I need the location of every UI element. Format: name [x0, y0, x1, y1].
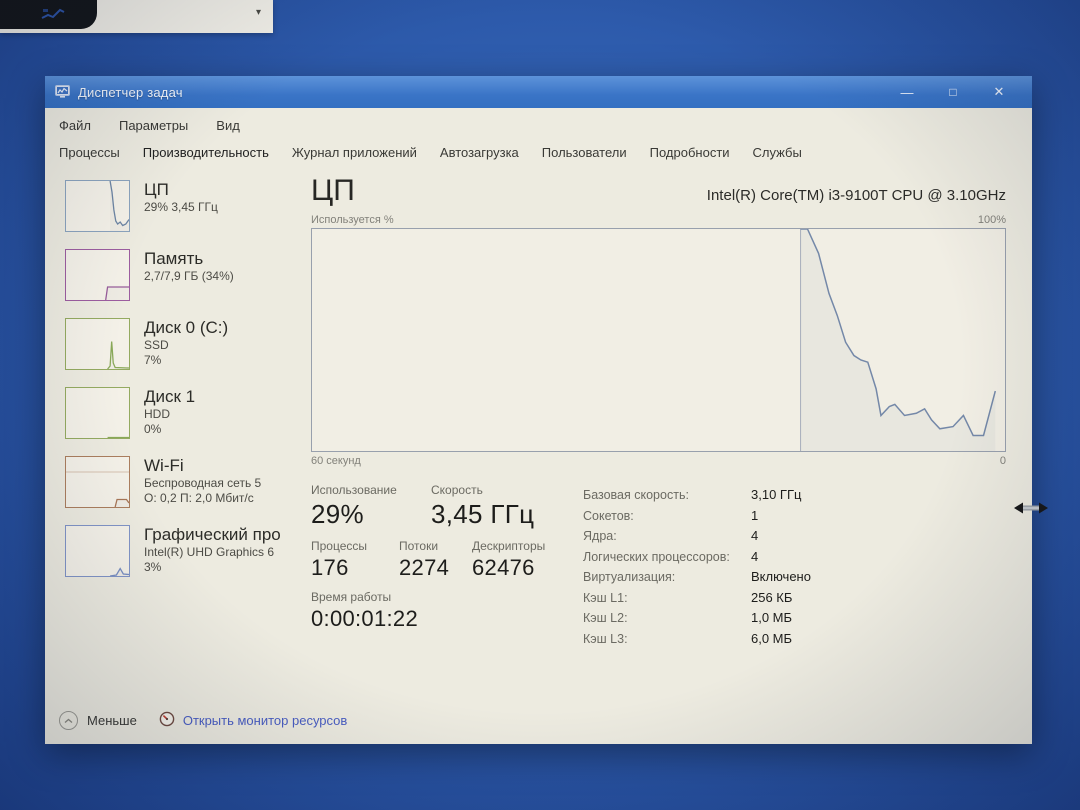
gpu-mini-graph — [65, 525, 130, 577]
cores-value: 4 — [751, 528, 759, 543]
maximize-button[interactable]: □ — [949, 85, 957, 99]
chevron-up-icon — [59, 711, 78, 730]
stat-handles-label: Дескрипторы — [472, 539, 546, 553]
stat-speed-value: 3,45 ГГц — [431, 499, 535, 529]
graph-max-label: 100% — [977, 214, 1006, 226]
memory-mini-graph — [65, 249, 130, 301]
resource-monitor-icon — [159, 711, 175, 730]
tab-users[interactable]: Пользователи — [541, 145, 627, 160]
tab-app-history[interactable]: Журнал приложений — [291, 145, 417, 160]
sidebar-memory-title: Память — [144, 249, 204, 268]
stat-speed-label: Скорость — [431, 483, 483, 497]
sidebar-gpu-title: Графический про — [144, 525, 281, 544]
sidebar-item-memory[interactable]: Память 2,7/7,9 ГБ (34%) — [65, 249, 307, 301]
graph-time-span-label: 60 секунд — [311, 455, 361, 467]
stat-processes-label: Процессы — [311, 539, 368, 553]
minimize-button[interactable]: — — [900, 84, 914, 100]
task-manager-window: Диспетчер задач — □ ✕ Файл Параметры Вид… — [45, 76, 1032, 744]
stat-handles-value: 62476 — [472, 555, 535, 580]
window-title: Диспетчер задач — [78, 84, 183, 100]
base-speed-value: 3,10 ГГц — [751, 487, 802, 502]
background-window-fragment: ▾ — [0, 0, 273, 33]
graph-caption: Используется % — [311, 214, 394, 226]
sidebar-disk1-usage: 0% — [144, 422, 162, 437]
sidebar-gpu-name: Intel(R) UHD Graphics 6 — [144, 544, 275, 559]
thumbnail-glyph — [41, 8, 65, 19]
menu-bar: Файл Параметры Вид — [45, 108, 1032, 137]
disk1-mini-graph — [65, 387, 130, 439]
sidebar-cpu-stats: 29% 3,45 ГГц — [144, 199, 218, 214]
virtualization-value: Включено — [751, 569, 811, 584]
tab-performance[interactable]: Производительность — [142, 145, 269, 160]
sidebar-memory-stats: 2,7/7,9 ГБ (34%) — [144, 268, 234, 283]
sidebar-item-disk0[interactable]: Диск 0 (C:) SSD 7% — [65, 318, 307, 370]
background-window-thumbnail — [0, 0, 97, 29]
sidebar-item-wifi[interactable]: Wi-Fi Беспроводная сеть 5 О: 0,2 П: 2,0 … — [65, 456, 307, 508]
tab-processes[interactable]: Процессы — [59, 145, 120, 160]
cpu-detail-pane: ЦП Intel(R) Core(TM) i3-9100T CPU @ 3.10… — [307, 176, 1006, 649]
l2-cache-value: 1,0 МБ — [751, 610, 793, 625]
menu-file[interactable]: Файл — [59, 118, 91, 133]
scroll-down-arrow-icon[interactable]: ▾ — [255, 7, 261, 18]
sidebar-cpu-title: ЦП — [144, 180, 169, 199]
sockets-value: 1 — [751, 507, 759, 523]
sidebar-item-cpu[interactable]: ЦП 29% 3,45 ГГц — [65, 180, 307, 232]
menu-options[interactable]: Параметры — [118, 118, 189, 133]
sidebar-wifi-throughput: О: 0,2 П: 2,0 Мбит/с — [144, 491, 254, 506]
close-button[interactable]: ✕ — [993, 84, 1005, 99]
sidebar-wifi-network: Беспроводная сеть 5 — [144, 475, 262, 490]
open-resource-monitor-link[interactable]: Открыть монитор ресурсов — [159, 711, 347, 730]
stat-uptime-value: 0:00:01:22 — [311, 606, 418, 631]
sidebar-disk1-type: HDD — [144, 406, 170, 421]
performance-content: ЦП 29% 3,45 ГГц Память 2,7/7,9 ГБ (34%) … — [45, 166, 1032, 649]
sidebar-gpu-usage: 3% — [144, 560, 162, 575]
task-manager-icon — [55, 85, 70, 99]
sidebar-wifi-title: Wi-Fi — [144, 456, 184, 475]
graph-min-label: 0 — [999, 455, 1006, 467]
stat-threads-label: Потоки — [399, 539, 439, 553]
sidebar-item-gpu[interactable]: Графический про Intel(R) UHD Graphics 6 … — [65, 525, 307, 577]
wifi-mini-graph — [65, 456, 130, 508]
cpu-model-name: Intel(R) Core(TM) i3-9100T CPU @ 3.10GHz — [706, 187, 1006, 204]
performance-sidebar: ЦП 29% 3,45 ГГц Память 2,7/7,9 ГБ (34%) … — [65, 176, 307, 649]
cpu-usage-graph[interactable] — [311, 228, 1006, 452]
tab-startup[interactable]: Автозагрузка — [439, 145, 519, 160]
sidebar-disk0-title: Диск 0 (C:) — [144, 318, 229, 337]
fewer-details-button[interactable]: Меньше — [59, 711, 137, 730]
logical-processors-value: 4 — [751, 548, 759, 564]
sidebar-disk0-type: SSD — [144, 337, 169, 352]
sidebar-item-disk1[interactable]: Диск 1 HDD 0% — [65, 387, 307, 439]
sidebar-disk1-title: Диск 1 — [144, 387, 196, 406]
cpu-mini-graph — [65, 180, 130, 232]
cpu-pane-title: ЦП — [311, 174, 355, 207]
sidebar-disk0-usage: 7% — [144, 353, 162, 368]
title-bar[interactable]: Диспетчер задач — □ ✕ — [45, 76, 1032, 108]
tab-strip: Процессы Производительность Журнал прило… — [45, 137, 1032, 166]
tab-details[interactable]: Подробности — [649, 145, 730, 160]
menu-view[interactable]: Вид — [216, 118, 240, 133]
stat-uptime-label: Время работы — [311, 590, 392, 604]
stat-utilization-value: 29% — [311, 499, 364, 529]
stat-threads-value: 2274 — [399, 555, 450, 580]
cpu-live-stats: Использование 29% Скорость 3,45 ГГц Проц… — [311, 483, 583, 649]
stat-utilization-label: Использование — [311, 483, 397, 497]
stat-processes-value: 176 — [311, 555, 349, 580]
l1-cache-value: 256 КБ — [751, 589, 793, 605]
cpu-spec-list: Базовая скорость: 3,10 ГГц Сокетов: 1 Ядра… — [583, 483, 1006, 649]
disk0-mini-graph — [65, 318, 130, 370]
l3-cache-value: 6,0 МБ — [751, 630, 793, 646]
tab-services[interactable]: Службы — [752, 145, 802, 160]
